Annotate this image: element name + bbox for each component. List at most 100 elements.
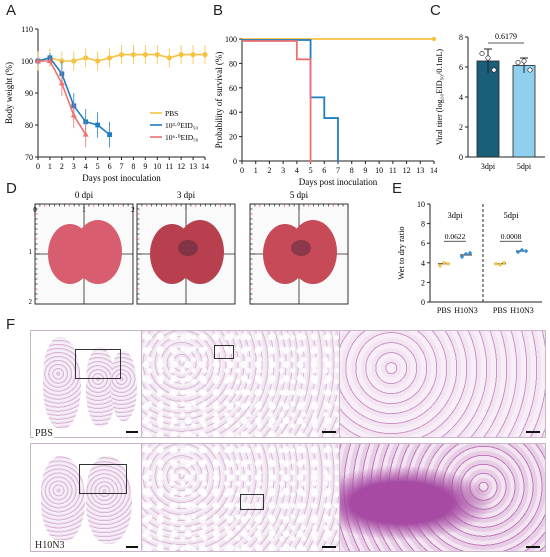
x-tick-label: 5 — [96, 162, 100, 171]
x-tick-label: 10 — [375, 166, 383, 175]
x-axis-label: Days post inoculation — [299, 177, 378, 187]
x-tick-label: 3 — [281, 166, 285, 175]
x-tick-label: 5 — [309, 166, 313, 175]
data-point — [83, 55, 89, 61]
pbs-high-mag-image — [339, 330, 546, 438]
x-tick-label: 12 — [403, 166, 411, 175]
panel-label-f: F — [6, 316, 16, 333]
x-tick-label: 4 — [295, 166, 299, 175]
y-tick-label: 0 — [233, 157, 237, 166]
data-point — [445, 261, 451, 266]
ruler-label: 1 — [29, 248, 33, 256]
x-tick-label: 12 — [177, 162, 185, 171]
data-point — [519, 247, 525, 253]
x-tick-label: 1 — [254, 166, 258, 175]
x-tick-label: 11 — [389, 166, 397, 175]
data-point — [437, 263, 443, 268]
x-tick-label: 4 — [84, 162, 88, 171]
data-point — [523, 248, 529, 254]
x-tick-label: 11 — [165, 162, 173, 171]
zoom-box — [240, 494, 264, 510]
y-tick-label: 60 — [229, 84, 237, 93]
x-tick-label: 8 — [350, 166, 354, 175]
scale-bar — [126, 431, 138, 433]
data-point — [202, 52, 208, 58]
y-axis-label: Wet to dry ratio — [396, 226, 406, 279]
x-tick-label: 9 — [143, 162, 147, 171]
y-tick-label: 90 — [25, 89, 33, 98]
x-tick-label: 13 — [189, 162, 197, 171]
data-point — [521, 58, 527, 64]
data-point — [491, 67, 497, 73]
x-tick-label: 13 — [416, 166, 424, 175]
x-tick-label: 2 — [267, 166, 271, 175]
y-tick-label: 110 — [21, 25, 33, 34]
data-point — [35, 58, 41, 63]
data-point — [82, 131, 89, 137]
x-tick-label: 7 — [336, 166, 340, 175]
y-tick-label: 6 — [459, 63, 463, 72]
data-point — [479, 50, 485, 57]
group-label: 3dpi — [447, 210, 463, 220]
panel-label-b: B — [213, 2, 224, 19]
x-tick-label: 6 — [322, 166, 326, 175]
p-value-label: 0.6179 — [495, 32, 517, 41]
data-point — [515, 59, 521, 66]
lesion-area — [291, 240, 311, 256]
lung-lobe-right — [176, 220, 224, 284]
photo-title: 5 dpi — [290, 190, 309, 200]
row-label-pbs: PBS — [34, 428, 54, 439]
ruler-label: 1 — [82, 206, 86, 214]
data-point — [95, 58, 101, 64]
x-tick-label: 14 — [430, 166, 437, 175]
scale-bar — [322, 431, 336, 433]
data-point — [467, 250, 473, 256]
x-tick-label: H10N3 — [454, 306, 478, 315]
legend-label: 10⁶·⁰EID₅₀ — [165, 133, 199, 142]
x-tick-label: 5dpi — [517, 162, 532, 171]
data-point — [166, 55, 172, 61]
y-tick-label: 70 — [25, 153, 33, 162]
y-tick-label: 0 — [421, 298, 425, 307]
x-tick-label: PBS — [493, 306, 507, 315]
p-value-label: 0.0008 — [501, 232, 522, 241]
data-point — [130, 52, 137, 58]
y-tick-label: 20 — [229, 133, 237, 142]
data-point — [501, 260, 507, 265]
scale-bar — [322, 546, 336, 548]
scale-bar — [526, 431, 540, 433]
zoom-box — [75, 349, 121, 379]
data-point — [95, 122, 101, 128]
lesion-area — [178, 240, 198, 256]
y-tick-label: 4 — [421, 259, 425, 268]
lung-lobe-right — [289, 220, 337, 284]
h10n3-medium-image — [141, 443, 341, 552]
data-point — [463, 251, 469, 257]
y-tick-label: 80 — [25, 121, 33, 130]
x-tick-label: 8 — [131, 162, 135, 171]
y-tick-label: 80 — [229, 59, 237, 68]
x-tick-label: 0 — [36, 162, 40, 171]
lung-photo-panel: 0 dpi 3 dpi 5 dpi 0 1 2 1 2 — [29, 190, 349, 306]
y-tick-label: 4 — [459, 93, 463, 102]
y-tick-label: 8 — [421, 220, 425, 229]
data-point — [178, 52, 184, 58]
group-label: 5dpi — [503, 210, 519, 220]
pbs-overview-image — [30, 330, 143, 438]
ruler-label: 2 — [131, 206, 135, 214]
data-point — [190, 52, 196, 58]
data-point — [107, 132, 112, 137]
y-tick-label: 10 — [417, 200, 425, 209]
data-point — [497, 262, 503, 267]
zoom-box — [214, 345, 234, 359]
x-tick-label: PBS — [437, 306, 451, 315]
panel-label-e: E — [392, 180, 403, 197]
zoom-box — [79, 464, 127, 494]
viral-titer-chart: 0 2 4 6 8 Viral titer (log₁₀EID₅₀/0.1mL) 3dpi 5… — [435, 32, 545, 171]
p-value-label: 0.0622 — [445, 232, 466, 241]
panel-label-d: D — [6, 180, 17, 197]
legend-label: 10³·⁰EID₅₀ — [165, 121, 198, 130]
panel-label-a: A — [6, 2, 17, 19]
scale-bar — [526, 546, 540, 548]
